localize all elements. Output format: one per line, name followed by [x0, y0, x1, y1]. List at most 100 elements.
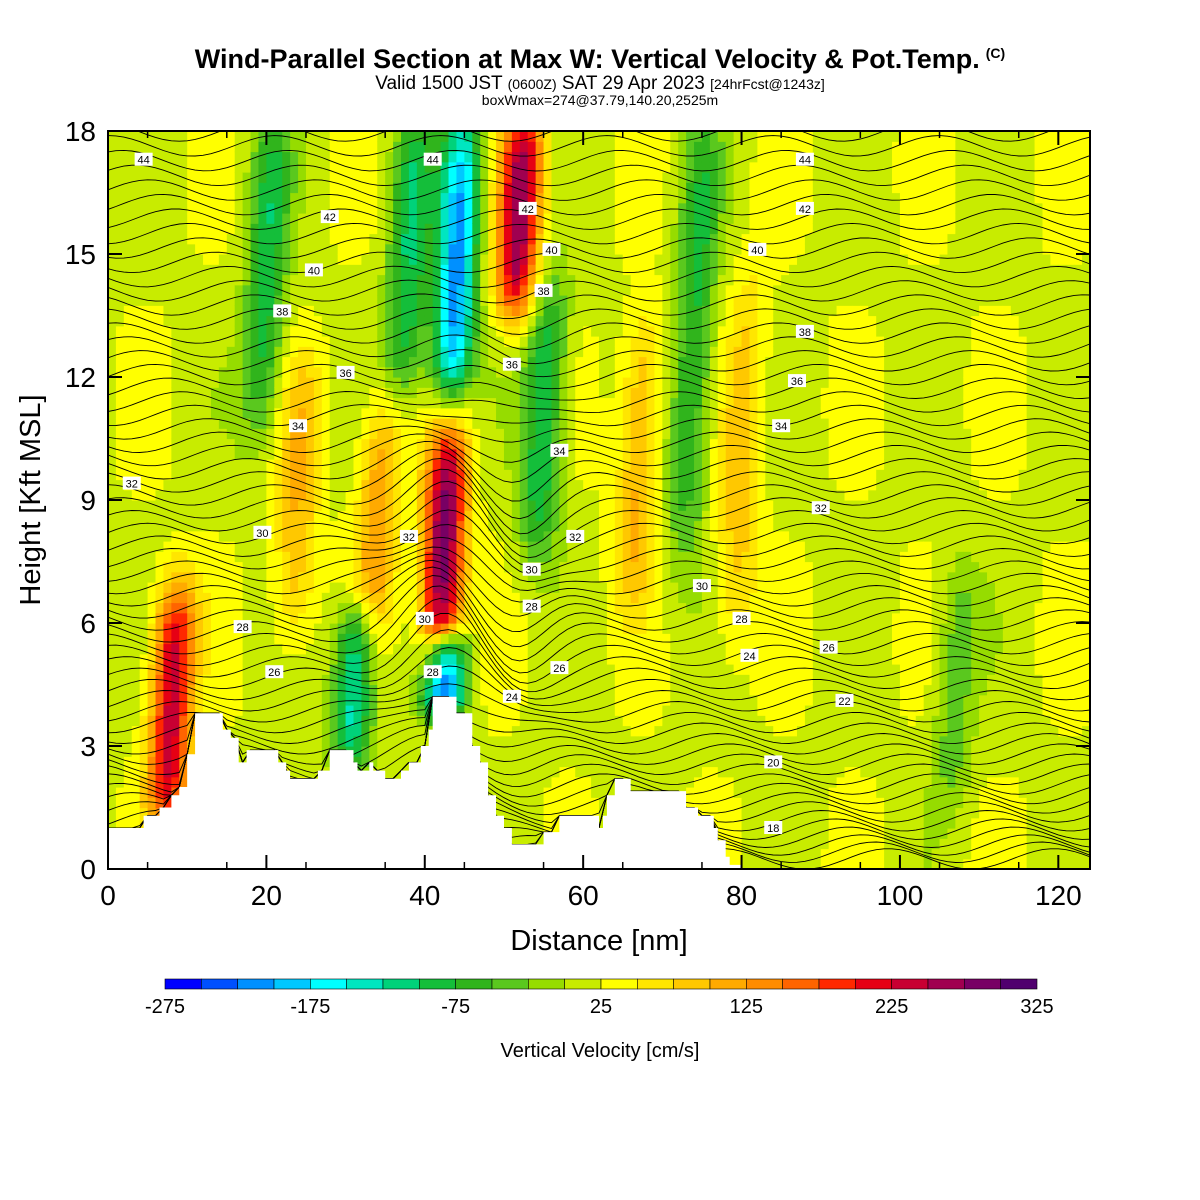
field-cell [551, 551, 561, 563]
field-cell [519, 366, 529, 378]
field-cell [416, 418, 426, 429]
field-cell [567, 325, 576, 337]
field-cell [369, 500, 378, 511]
field-cell [274, 213, 283, 224]
field-cell [416, 643, 426, 655]
field-cell [488, 131, 497, 142]
field-cell [108, 633, 117, 645]
field-cell [147, 397, 157, 409]
field-cell [258, 346, 267, 358]
field-cell [115, 582, 125, 593]
field-cell [305, 407, 315, 419]
field-cell [496, 705, 505, 716]
field-cell [424, 500, 434, 511]
field-cell [408, 756, 418, 768]
field-cell [147, 500, 157, 511]
field-cell [250, 202, 260, 214]
field-cell [282, 151, 291, 163]
field-cell [234, 479, 244, 491]
field-cell [606, 530, 616, 542]
field-cell [369, 756, 378, 768]
field-cell [559, 243, 568, 255]
field-cell [551, 776, 561, 788]
field-cell [305, 602, 315, 614]
field-cell [551, 264, 561, 276]
field-cell [448, 561, 458, 573]
field-cell [630, 489, 640, 501]
field-cell [258, 469, 267, 481]
field-cell [630, 438, 640, 450]
field-cell [424, 161, 434, 173]
field-cell [298, 407, 307, 419]
field-cell [591, 530, 600, 542]
field-cell [179, 469, 188, 481]
field-cell [393, 346, 402, 358]
field-cell [638, 172, 648, 183]
field-cell [313, 438, 323, 450]
field-cell [559, 551, 568, 563]
field-cell [567, 418, 576, 429]
field-cell [575, 459, 584, 470]
field-cell [353, 715, 363, 727]
field-cell [290, 295, 299, 306]
field-cell [139, 746, 149, 757]
field-cell [361, 756, 370, 768]
field-cell [496, 182, 505, 194]
field-cell [203, 315, 212, 327]
field-cell [416, 377, 426, 388]
field-cell [567, 489, 576, 501]
field-cell [488, 459, 497, 470]
field-cell [432, 377, 442, 388]
field-cell [385, 643, 394, 655]
field-cell [258, 315, 267, 327]
field-cell [583, 735, 592, 747]
field-cell [511, 233, 521, 245]
field-cell [638, 387, 648, 399]
field-cell [519, 489, 529, 501]
field-cell [527, 407, 537, 419]
field-cell [535, 448, 545, 460]
field-cell [432, 633, 442, 645]
field-cell [353, 161, 363, 173]
field-cell [139, 694, 149, 706]
field-cell [543, 582, 553, 593]
field-cell [353, 694, 363, 706]
field-cell [488, 295, 497, 306]
field-cell [250, 500, 260, 511]
field-cell [448, 213, 458, 224]
field-cell [630, 530, 640, 542]
field-cell [163, 182, 172, 194]
field-cell [361, 725, 370, 737]
field-cell [583, 438, 592, 450]
field-cell [369, 510, 378, 522]
field-cell [210, 530, 220, 542]
field-cell [456, 612, 465, 624]
field-cell [242, 582, 252, 593]
field-cell [353, 684, 363, 696]
field-cell [123, 366, 133, 378]
field-cell [171, 787, 180, 798]
field-cell [329, 510, 339, 522]
field-cell [424, 305, 434, 317]
field-cell [226, 192, 236, 204]
field-cell [108, 366, 117, 378]
field-cell [210, 664, 220, 675]
field-cell [606, 161, 616, 173]
field-cell [432, 407, 442, 419]
field-cell [377, 582, 386, 593]
field-cell [646, 469, 656, 481]
field-cell [163, 551, 172, 563]
field-cell [567, 684, 576, 696]
field-cell [242, 131, 252, 142]
field-cell [345, 510, 355, 522]
field-cell [416, 541, 426, 552]
field-cell [242, 418, 252, 429]
field-cell [226, 551, 236, 563]
field-cell [187, 592, 196, 604]
field-cell [480, 705, 489, 716]
field-cell [567, 336, 576, 347]
field-cell [305, 377, 315, 388]
field-cell [583, 223, 592, 235]
field-cell [298, 623, 307, 634]
field-cell [385, 766, 394, 778]
